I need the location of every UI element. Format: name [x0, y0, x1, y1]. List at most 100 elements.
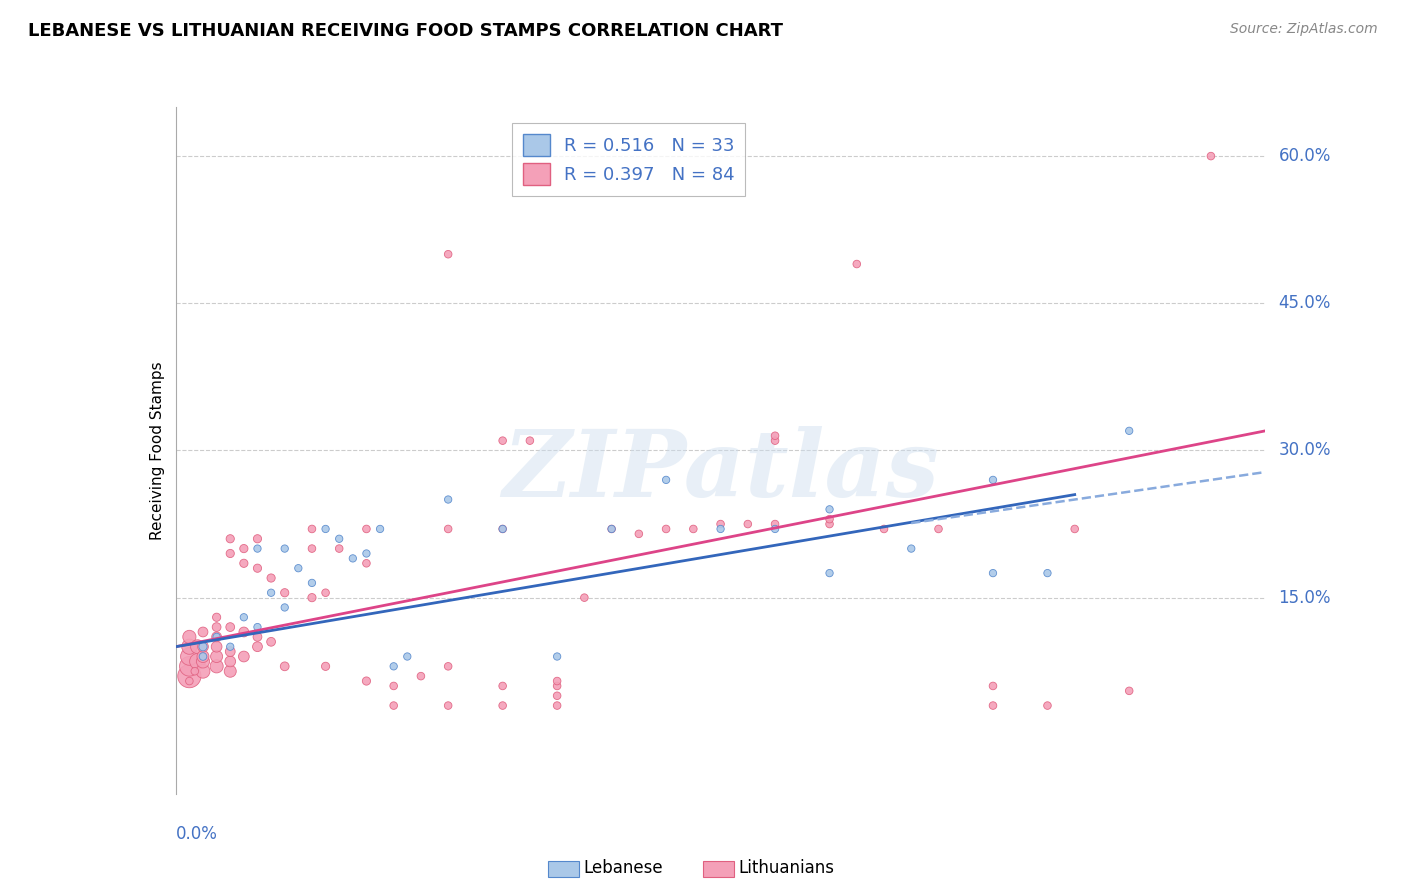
Point [219, 546, 242, 561]
Point [301, 591, 323, 605]
Point [191, 649, 214, 664]
Point [246, 541, 269, 556]
Point [737, 517, 759, 532]
Point [437, 522, 460, 536]
Point [274, 586, 297, 600]
Point [981, 698, 1004, 713]
Point [546, 679, 568, 693]
Point [682, 522, 704, 536]
Point [219, 620, 242, 634]
Point [546, 689, 568, 703]
Point [260, 586, 283, 600]
Text: 60.0%: 60.0% [1278, 147, 1331, 165]
Point [274, 600, 297, 615]
Point [396, 649, 419, 664]
Text: 15.0%: 15.0% [1278, 589, 1331, 607]
Point [546, 698, 568, 713]
Point [287, 561, 309, 575]
Point [191, 655, 214, 669]
Text: LEBANESE VS LITHUANIAN RECEIVING FOOD STAMPS CORRELATION CHART: LEBANESE VS LITHUANIAN RECEIVING FOOD ST… [28, 22, 783, 40]
Point [368, 522, 391, 536]
Point [655, 473, 678, 487]
Point [191, 664, 214, 679]
Point [179, 674, 201, 689]
Point [232, 624, 254, 639]
Point [205, 659, 228, 673]
Point [818, 566, 841, 581]
Point [492, 522, 515, 536]
Point [328, 541, 350, 556]
Point [1036, 698, 1059, 713]
Point [205, 630, 228, 644]
Point [900, 541, 922, 556]
Point [191, 649, 214, 664]
Point [179, 640, 201, 654]
Point [492, 434, 515, 448]
Point [763, 517, 786, 532]
Point [191, 624, 214, 639]
Point [437, 698, 460, 713]
Point [873, 522, 896, 536]
Point [232, 557, 254, 571]
Point [246, 640, 269, 654]
Point [186, 640, 209, 654]
Point [763, 522, 786, 536]
Point [356, 522, 378, 536]
Point [219, 644, 242, 658]
Point [184, 664, 207, 679]
Point [492, 698, 515, 713]
Point [219, 532, 242, 546]
Point [763, 429, 786, 443]
Point [186, 655, 209, 669]
Point [191, 640, 214, 654]
Point [246, 561, 269, 575]
Point [981, 679, 1004, 693]
Point [546, 649, 568, 664]
Point [328, 532, 350, 546]
Point [219, 655, 242, 669]
Point [818, 502, 841, 516]
Point [710, 517, 733, 532]
Point [409, 669, 432, 683]
Text: Source: ZipAtlas.com: Source: ZipAtlas.com [1230, 22, 1378, 37]
Point [382, 679, 405, 693]
Point [1118, 424, 1140, 438]
Point [437, 247, 460, 261]
Point [356, 674, 378, 689]
Point [301, 576, 323, 591]
Point [191, 640, 214, 654]
Text: 45.0%: 45.0% [1278, 294, 1331, 312]
Point [655, 522, 678, 536]
Point [382, 659, 405, 673]
Point [519, 434, 541, 448]
Point [232, 541, 254, 556]
Text: 30.0%: 30.0% [1278, 442, 1331, 459]
Point [260, 571, 283, 585]
Point [205, 649, 228, 664]
Point [818, 512, 841, 526]
Point [219, 664, 242, 679]
Point [710, 522, 733, 536]
Point [1199, 149, 1222, 163]
Y-axis label: Receiving Food Stamps: Receiving Food Stamps [149, 361, 165, 540]
Point [1036, 566, 1059, 581]
Point [301, 541, 323, 556]
Point [382, 698, 405, 713]
Point [179, 630, 201, 644]
Legend: R = 0.516   N = 33, R = 0.397   N = 84: R = 0.516 N = 33, R = 0.397 N = 84 [512, 123, 745, 196]
Point [205, 630, 228, 644]
Point [274, 659, 297, 673]
Point [763, 434, 786, 448]
Point [205, 610, 228, 624]
Point [981, 566, 1004, 581]
Text: 0.0%: 0.0% [176, 825, 218, 843]
Point [627, 526, 650, 541]
Point [928, 522, 950, 536]
Point [600, 522, 623, 536]
Point [574, 591, 596, 605]
Point [205, 640, 228, 654]
Point [981, 473, 1004, 487]
Text: Lithuanians: Lithuanians [738, 859, 834, 877]
Point [845, 257, 868, 271]
Point [219, 640, 242, 654]
